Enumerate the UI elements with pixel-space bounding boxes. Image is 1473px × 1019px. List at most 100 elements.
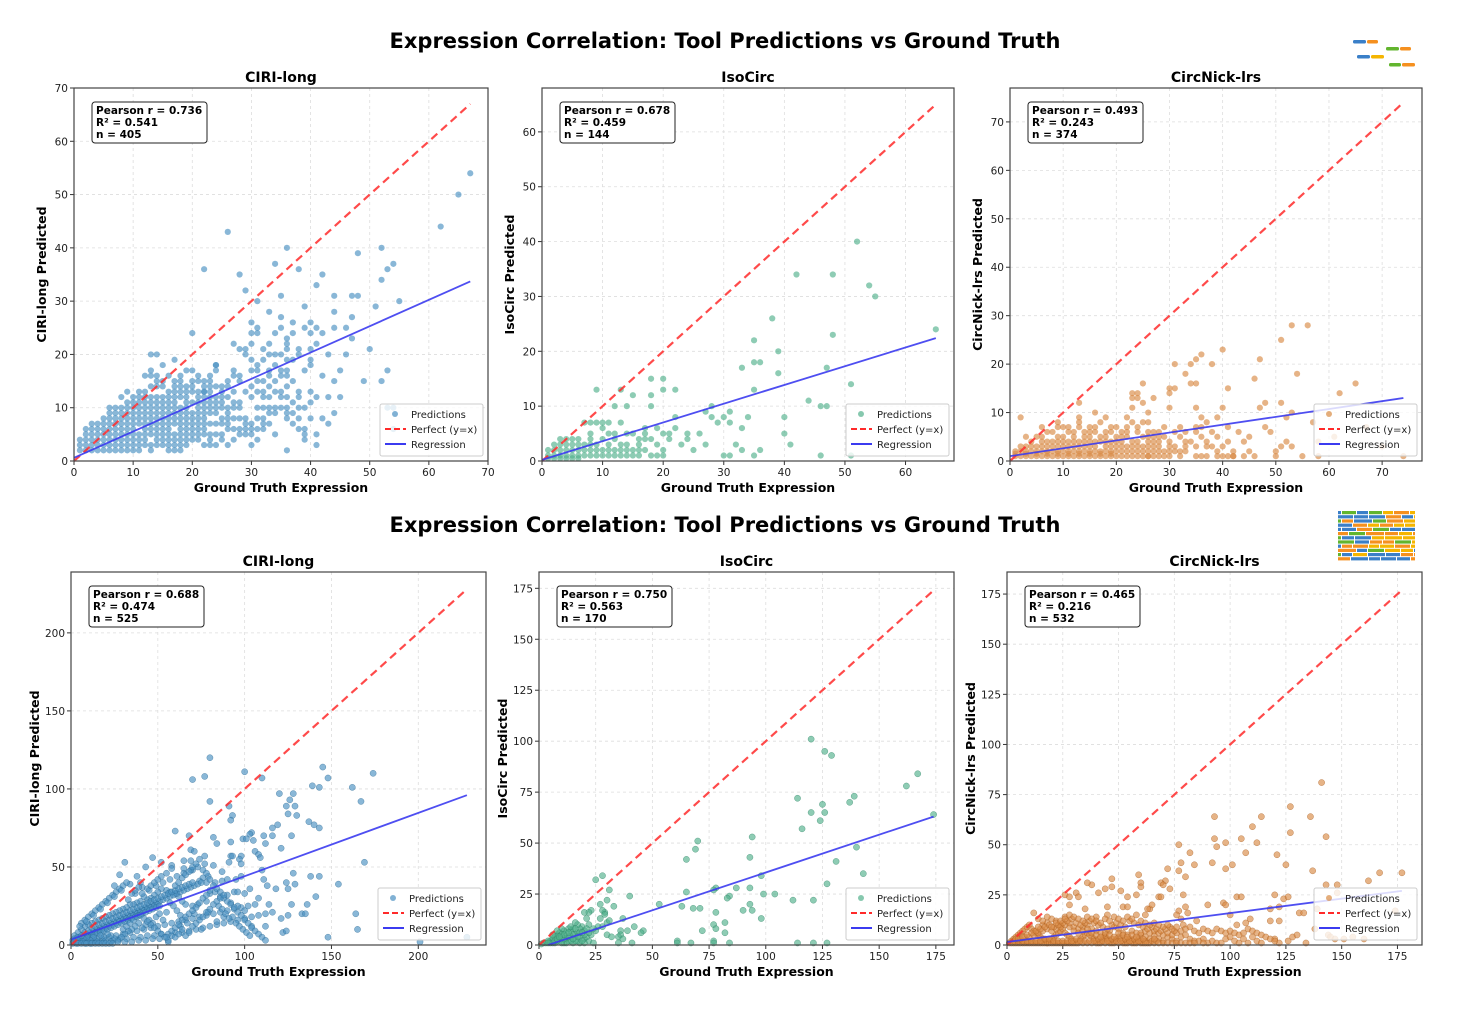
data-point	[1307, 813, 1314, 821]
data-point	[210, 833, 217, 841]
data-point	[248, 330, 255, 337]
data-point	[269, 908, 276, 916]
data-point	[1237, 835, 1245, 843]
data-point	[1134, 390, 1141, 397]
data-point	[177, 447, 184, 454]
logo-brick	[1369, 511, 1382, 515]
data-point	[793, 271, 800, 278]
data-point	[823, 880, 831, 888]
data-point	[714, 419, 721, 426]
data-point	[610, 902, 618, 910]
data-point	[1282, 861, 1290, 869]
data-point	[1106, 917, 1113, 925]
data-point	[726, 452, 733, 459]
data-point	[654, 424, 661, 432]
data-point	[88, 425, 95, 433]
x-tick-label: 60	[1322, 467, 1335, 479]
data-point	[206, 409, 214, 417]
data-point	[1086, 428, 1093, 436]
y-tick-label: 50	[991, 214, 1004, 226]
logo-brick	[1397, 557, 1410, 561]
data-point	[277, 388, 285, 395]
x-axis-label: Ground Truth Expression	[194, 480, 368, 495]
x-tick-label: 0	[71, 467, 78, 479]
data-point	[1224, 453, 1232, 460]
legend-predictions-marker	[392, 411, 398, 417]
data-point	[183, 425, 190, 433]
data-point	[354, 292, 361, 299]
data-point	[324, 933, 332, 941]
data-point	[153, 393, 160, 401]
data-point	[1164, 865, 1171, 873]
data-point	[1054, 419, 1061, 426]
x-tick-label: 40	[1216, 467, 1229, 479]
data-point	[1192, 404, 1200, 411]
y-axis-label: CIRI-long Predicted	[34, 206, 49, 342]
data-point	[212, 367, 220, 374]
scatter-panel-3: 0 10 20 30 40 50 60 70 0 10 20 30 40 50 60 70 CircNick-l…	[970, 70, 1423, 495]
data-point	[331, 377, 338, 385]
data-point	[1253, 839, 1261, 847]
data-point	[1191, 861, 1198, 869]
data-point	[260, 377, 267, 385]
data-point	[1182, 448, 1189, 455]
data-point	[274, 821, 281, 829]
data-point	[1203, 453, 1210, 460]
data-point	[177, 431, 184, 438]
data-point	[847, 381, 855, 388]
data-point	[1134, 423, 1141, 431]
data-point	[147, 372, 154, 379]
data-point	[177, 372, 184, 379]
points-group	[1012, 322, 1407, 460]
data-point	[757, 359, 764, 366]
regression-line	[70, 794, 468, 941]
y-tick-label: 175	[513, 583, 533, 595]
data-point	[556, 933, 563, 941]
data-point	[177, 420, 184, 427]
data-point	[313, 393, 320, 401]
data-point	[738, 364, 746, 371]
data-point	[1166, 438, 1173, 445]
data-point	[307, 872, 314, 880]
data-point	[121, 938, 129, 946]
x-tick-label: 200	[408, 951, 428, 963]
data-point	[248, 356, 255, 363]
data-point	[1288, 322, 1295, 329]
x-tick-label: 50	[1269, 467, 1282, 479]
logo-brick	[1369, 544, 1379, 548]
y-tick-label: 75	[988, 790, 1001, 802]
data-point	[212, 399, 220, 406]
data-point	[289, 399, 296, 406]
data-point	[295, 346, 302, 353]
data-point	[248, 441, 255, 449]
data-point	[1272, 453, 1279, 460]
data-point	[1208, 428, 1216, 436]
data-point	[746, 854, 754, 861]
data-point	[218, 415, 225, 422]
y-tick-label: 20	[523, 346, 536, 358]
data-point	[1076, 414, 1083, 421]
data-point	[141, 436, 149, 443]
data-point	[218, 393, 225, 401]
data-point	[301, 367, 308, 374]
data-point	[1086, 450, 1093, 457]
data-point	[212, 361, 220, 369]
x-tick-label: 75	[1168, 951, 1181, 963]
data-point	[206, 922, 214, 930]
data-point	[1365, 877, 1372, 885]
data-point	[100, 425, 107, 433]
data-point	[178, 926, 186, 933]
logo-brick	[1413, 532, 1415, 536]
stats-line: n = 170	[561, 613, 607, 625]
data-point	[1237, 893, 1245, 901]
data-point	[583, 915, 590, 922]
stats-line: R² = 0.474	[93, 601, 155, 613]
data-point	[557, 435, 564, 443]
data-point	[1079, 917, 1087, 925]
data-point	[696, 904, 704, 912]
data-point	[203, 869, 210, 877]
data-point	[1102, 443, 1109, 450]
data-point	[1256, 356, 1263, 363]
data-point	[1139, 453, 1147, 460]
data-point	[647, 403, 655, 410]
